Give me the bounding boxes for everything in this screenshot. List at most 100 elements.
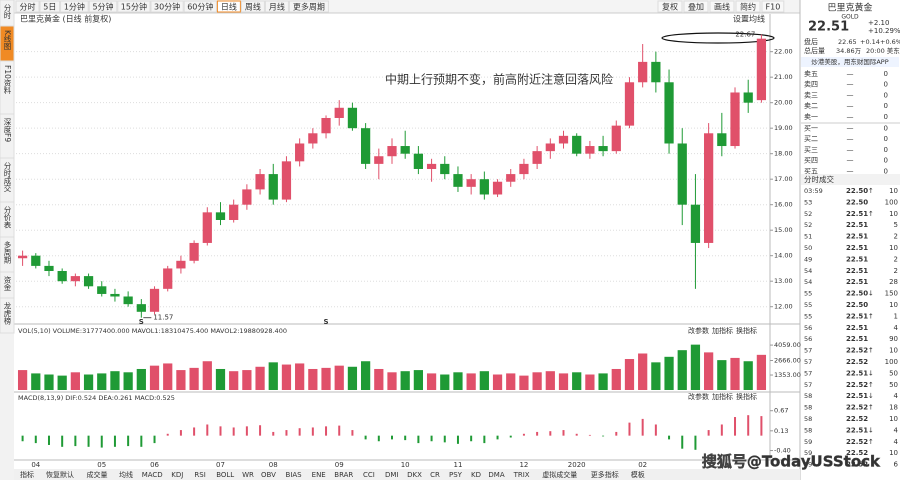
indicator-tab[interactable]: 指标: [20, 470, 34, 479]
ad-text[interactable]: 炒港美股，用东财国际APP: [811, 57, 888, 66]
period-label[interactable]: 分时: [20, 2, 36, 12]
tool-button[interactable]: [761, 0, 785, 13]
panel-button[interactable]: 加指标: [712, 392, 733, 401]
indicator-tab[interactable]: KD: [471, 471, 481, 479]
period-button[interactable]: [264, 0, 289, 13]
indicator-tab[interactable]: CCI: [363, 471, 375, 479]
tool-label[interactable]: 简约: [740, 2, 756, 12]
trade-price: 22.50: [846, 198, 868, 206]
trade-arrow: ↓: [868, 426, 874, 434]
indicator-tab[interactable]: BIAS: [286, 471, 303, 479]
period-label[interactable]: 月线: [269, 2, 285, 12]
volume-bar: [492, 374, 503, 390]
volume-bar: [756, 354, 767, 390]
volume-bar: [70, 372, 80, 390]
period-button[interactable]: [288, 0, 329, 13]
indicator-tab[interactable]: 更多指标: [591, 470, 619, 479]
sidebar-label[interactable]: 龙虎榜: [3, 301, 12, 326]
candle-body: [110, 293, 120, 297]
sidebar-tab[interactable]: [0, 297, 15, 334]
indicator-tab[interactable]: WR: [242, 471, 254, 479]
indicator-tab[interactable]: 均线: [119, 470, 133, 479]
period-button[interactable]: [15, 0, 40, 13]
indicator-tab[interactable]: OBV: [261, 471, 276, 479]
period-label[interactable]: 5分钟: [92, 2, 113, 12]
book-price: —: [847, 91, 854, 99]
tool-button[interactable]: [657, 0, 683, 13]
ma-button[interactable]: 设置均线: [733, 14, 765, 24]
trade-time: 58: [804, 404, 812, 412]
tool-label[interactable]: 复权: [662, 2, 678, 12]
trade-time: 59: [804, 461, 812, 469]
tool-label[interactable]: F10: [766, 3, 781, 12]
period-label[interactable]: 15分钟: [121, 2, 147, 12]
indicator-tab[interactable]: BOLL: [216, 471, 234, 479]
period-label[interactable]: 更多周期: [293, 2, 325, 12]
indicator-tab[interactable]: DMA: [488, 471, 504, 479]
period-label[interactable]: 30分钟: [154, 2, 180, 12]
tool-button[interactable]: [683, 0, 709, 13]
panel-button[interactable]: 改参数: [688, 392, 709, 401]
indicator-tab[interactable]: PSY: [449, 471, 463, 479]
after-volume: 34.86万: [836, 47, 862, 55]
sidebar-label[interactable]: F10资料: [3, 65, 12, 95]
indicator-tab[interactable]: MACD: [142, 471, 163, 479]
panel-button[interactable]: 换指标: [736, 392, 757, 401]
sidebar-label[interactable]: 分时成交: [3, 162, 12, 194]
trade-volume: 10: [889, 449, 898, 457]
sidebar-label[interactable]: 多周期: [3, 240, 12, 265]
volume-bar: [466, 373, 476, 390]
period-label[interactable]: 5日: [43, 3, 56, 12]
period-button[interactable]: [39, 0, 61, 13]
indicator-tab[interactable]: 模板: [631, 470, 645, 479]
indicator-tab[interactable]: CR: [430, 471, 440, 479]
trade-price: 22.51: [846, 312, 868, 320]
macd-title: MACD(8,13,9) DIF:0.524 DEA:0.261 MACD:0.…: [18, 394, 175, 402]
trade-volume: 5: [894, 221, 898, 229]
trade-price: 22.52: [846, 438, 868, 446]
x-tick-label: 09: [335, 461, 344, 469]
indicator-tab[interactable]: 成交量: [87, 470, 108, 479]
indicator-tab[interactable]: 虚拟成交量: [542, 470, 577, 479]
period-label[interactable]: 周线: [245, 2, 261, 12]
period-button[interactable]: [117, 0, 151, 13]
panel-button[interactable]: 加指标: [712, 326, 733, 335]
indicator-tab[interactable]: DKX: [407, 471, 422, 479]
candle-body: [598, 146, 608, 152]
period-button[interactable]: [60, 0, 89, 13]
tool-label[interactable]: 叠加: [688, 2, 704, 12]
candle-body: [347, 107, 358, 129]
indicator-tab[interactable]: KDJ: [171, 471, 183, 479]
tool-label[interactable]: 画线: [714, 2, 730, 12]
period-button[interactable]: [150, 0, 184, 13]
sidebar-label[interactable]: 分价表: [3, 206, 12, 230]
sidebar-label[interactable]: K线图: [3, 30, 12, 51]
tool-button[interactable]: [709, 0, 735, 13]
period-button[interactable]: [216, 0, 241, 13]
sidebar-label[interactable]: 资金: [3, 275, 12, 292]
indicator-tab[interactable]: DMI: [385, 471, 399, 479]
indicator-tab[interactable]: TRIX: [513, 471, 530, 479]
period-button[interactable]: [88, 0, 118, 13]
indicator-tab[interactable]: BRAR: [334, 471, 353, 479]
panel-button[interactable]: 改参数: [688, 326, 709, 335]
period-label[interactable]: 1分钟: [64, 2, 85, 12]
indicator-tab[interactable]: ENE: [312, 471, 326, 479]
candle-body: [281, 161, 292, 200]
trade-price: 22.50: [846, 290, 868, 298]
period-button[interactable]: [183, 0, 217, 13]
period-label[interactable]: 日线: [221, 2, 237, 12]
sidebar-label[interactable]: 深度F9: [3, 118, 12, 143]
period-button[interactable]: [240, 0, 265, 13]
sidebar-label[interactable]: 分时: [3, 4, 12, 20]
candle-body: [664, 82, 674, 144]
book-level: 买三: [804, 146, 818, 154]
tool-button[interactable]: [735, 0, 761, 13]
indicator-tab[interactable]: 恢复默认: [46, 470, 74, 479]
indicator-tab[interactable]: RSI: [194, 471, 205, 479]
x-tick-label: 04: [31, 461, 40, 469]
panel-button[interactable]: 换指标: [736, 326, 757, 335]
period-label[interactable]: 60分钟: [187, 2, 213, 12]
signal-label: S: [324, 318, 329, 326]
